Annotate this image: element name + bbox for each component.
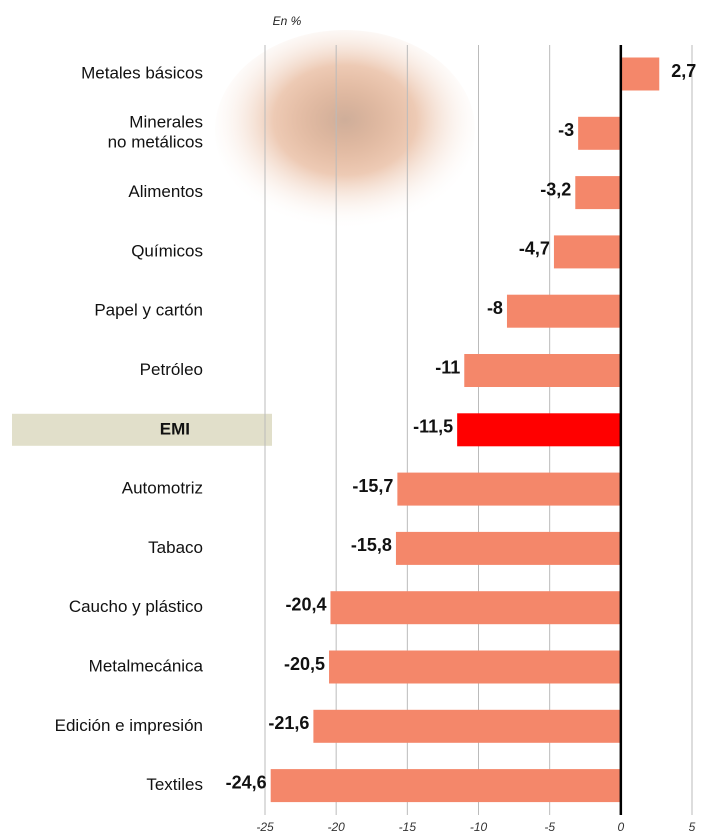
bar <box>578 117 621 150</box>
category-label: Textiles <box>146 775 203 794</box>
category-label: Automotriz <box>122 479 203 498</box>
x-tick-label: -10 <box>470 820 488 834</box>
category-label: Edición e impresión <box>55 716 203 735</box>
subtitle: En % <box>273 14 302 28</box>
value-label: -3,2 <box>540 179 571 199</box>
bar <box>397 473 620 506</box>
bar <box>554 235 621 268</box>
value-label: -15,8 <box>351 535 392 555</box>
x-tick-label: -5 <box>544 820 555 834</box>
category-label: Metalmecánica <box>89 656 204 675</box>
category-label: Petróleo <box>140 360 203 379</box>
value-label: -20,5 <box>284 654 325 674</box>
chart: En % -25 -20 -15 -10 -5 0 5 Metales básicos 2,7 M… <box>0 0 708 838</box>
bar <box>313 710 620 743</box>
value-label: -21,6 <box>268 713 309 733</box>
bar <box>507 295 621 328</box>
value-label: -8 <box>487 298 503 318</box>
x-tick-label: -15 <box>399 820 417 834</box>
category-label: Químicos <box>131 241 203 260</box>
x-tick-label: -20 <box>327 820 345 834</box>
category-label: EMI <box>160 419 190 438</box>
x-tick-label: 0 <box>617 820 624 834</box>
value-label: 2,7 <box>671 61 696 81</box>
bar <box>271 769 621 802</box>
category-label: Caucho y plástico <box>69 597 203 616</box>
bar <box>457 413 621 446</box>
value-label: -11,5 <box>413 417 453 437</box>
bar <box>464 354 621 387</box>
page: {"chart_data": { "type": "hbar", "subtit… <box>0 0 708 838</box>
x-tick-label: 5 <box>689 820 696 834</box>
x-tick-label: -25 <box>256 820 274 834</box>
value-label: -24,6 <box>226 772 267 792</box>
value-label: -20,4 <box>285 594 326 614</box>
value-label: -15,7 <box>352 476 393 496</box>
bar <box>329 651 621 684</box>
category-label: Papel y cartón <box>94 301 203 320</box>
photo-placeholder <box>215 30 475 230</box>
value-label: -3 <box>558 120 574 140</box>
bar <box>621 58 659 91</box>
category-label: Tabaco <box>148 538 203 557</box>
value-label: -4,7 <box>519 239 550 259</box>
bar <box>330 591 620 624</box>
category-label: Metales básicos <box>81 63 203 82</box>
bar <box>396 532 621 565</box>
category-label: Alimentos <box>128 182 203 201</box>
bar <box>575 176 621 209</box>
highlight-label-bg <box>12 414 272 446</box>
value-label: -11 <box>435 357 460 377</box>
